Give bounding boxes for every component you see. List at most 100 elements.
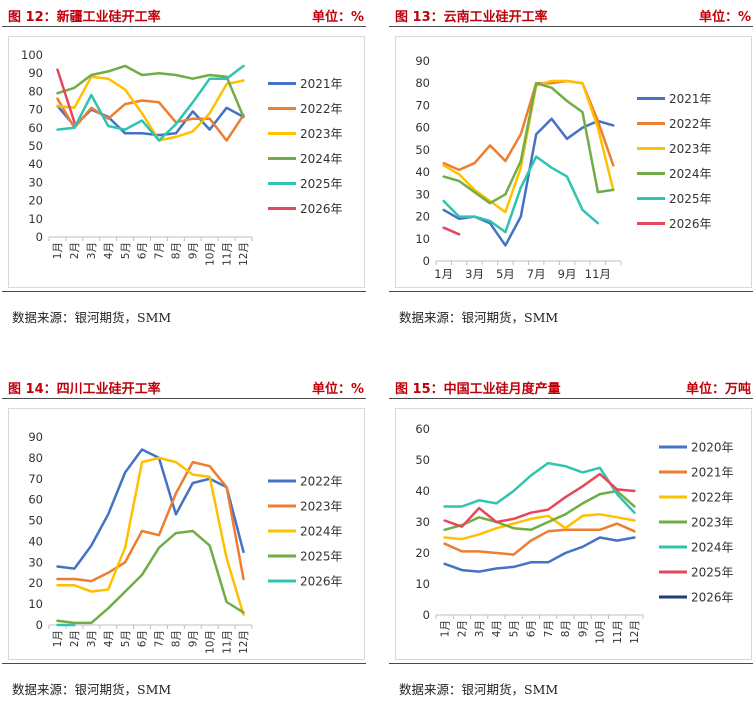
x-tick-label: 12月 bbox=[238, 242, 250, 266]
source-note: 数据来源：银河期货，SMM bbox=[12, 310, 172, 325]
chart-title: 图 14：四川工业硅开工率 bbox=[8, 382, 161, 397]
x-tick-label: 11月 bbox=[221, 242, 233, 266]
source-note: 数据来源：银河期货，SMM bbox=[399, 310, 559, 325]
chart-panel-china-output: 图 15：中国工业硅月度产量 单位：万吨 0 10 20 30 40 50 60 1月 2月 3月… bbox=[389, 372, 753, 712]
chart-panel-sichuan: 图 14：四川工业硅开工率 单位：% 0 10 20 30 40 50 60 70 80 90 1月… bbox=[2, 372, 366, 712]
x-tick-label: 12月 bbox=[238, 630, 250, 654]
chart-frame: 0 10 20 30 40 50 60 70 80 90 100 1月 2月 3月 4月 5月 6月 7月 8月 9月… bbox=[8, 36, 365, 288]
x-tick-label: 4月 bbox=[103, 630, 115, 647]
y-tick-label: 90 bbox=[415, 54, 430, 68]
x-tick-label: 5月 bbox=[496, 267, 515, 281]
series-line bbox=[442, 81, 615, 205]
y-tick-label: 10 bbox=[28, 597, 43, 611]
series-line bbox=[442, 226, 461, 236]
series-line bbox=[56, 460, 245, 583]
series-line bbox=[56, 68, 76, 124]
y-tick-label: 20 bbox=[415, 546, 430, 560]
y-tick-label: 0 bbox=[423, 608, 430, 622]
x-tick-label: 9月 bbox=[558, 267, 577, 281]
series-line bbox=[443, 461, 636, 514]
series-line bbox=[56, 456, 245, 616]
y-tick-label: 30 bbox=[28, 555, 43, 569]
line-chart-china-output: 0 10 20 30 40 50 60 1月 2月 3月 4月 5月 6月 7月 8月 9月 10月 11月 12月… bbox=[415, 422, 734, 644]
x-tick-label: 10月 bbox=[204, 630, 216, 654]
x-tick-label: 7月 bbox=[154, 630, 166, 647]
y-tick-label: 80 bbox=[415, 76, 430, 90]
source-note: 数据来源：银河期货，SMM bbox=[399, 682, 559, 697]
y-tick-label: 0 bbox=[36, 618, 43, 632]
legend-label: 2024年 bbox=[300, 525, 343, 539]
y-tick-label: 80 bbox=[28, 84, 43, 98]
series-line bbox=[56, 75, 245, 142]
x-tick-label: 7月 bbox=[527, 267, 546, 281]
series-line bbox=[443, 522, 636, 556]
series-line bbox=[56, 448, 245, 570]
x-tick-label: 3月 bbox=[86, 242, 98, 259]
legend-label: 2025年 bbox=[300, 177, 343, 191]
x-tick-label: 2月 bbox=[457, 620, 469, 637]
y-tick-label: 100 bbox=[21, 48, 43, 62]
series-line bbox=[56, 529, 245, 625]
chart-unit: 单位：% bbox=[311, 382, 364, 397]
x-tick-label: 11月 bbox=[612, 620, 624, 644]
y-tick-label: 60 bbox=[415, 422, 430, 436]
chart-panel-yunnan: 图 13：云南工业硅开工率 单位：% 0 10 20 30 40 50 60 70 80 90 1月… bbox=[389, 0, 753, 340]
legend-label: 2022年 bbox=[691, 491, 734, 505]
y-tick-label: 50 bbox=[415, 453, 430, 467]
legend-label: 2024年 bbox=[300, 152, 343, 166]
y-tick-label: 30 bbox=[28, 175, 43, 189]
legend-label: 2026年 bbox=[691, 591, 734, 605]
x-tick-label: 1月 bbox=[52, 630, 64, 647]
legend-label: 2023年 bbox=[300, 500, 343, 514]
y-tick-label: 60 bbox=[415, 121, 430, 135]
y-tick-label: 60 bbox=[28, 121, 43, 135]
x-tick-label: 7月 bbox=[154, 242, 166, 259]
x-tick-label: 9月 bbox=[187, 630, 199, 647]
legend-label: 2025年 bbox=[669, 192, 712, 206]
x-tick-label: 6月 bbox=[137, 242, 149, 259]
legend-label: 2023年 bbox=[691, 516, 734, 530]
footer-divider bbox=[389, 663, 753, 664]
x-tick-label: 12月 bbox=[629, 620, 641, 644]
y-tick-label: 40 bbox=[28, 157, 43, 171]
legend-label: 2023年 bbox=[669, 142, 712, 156]
footer-divider bbox=[2, 291, 366, 292]
y-tick-label: 20 bbox=[415, 210, 430, 224]
y-tick-label: 40 bbox=[415, 165, 430, 179]
series-line bbox=[56, 97, 245, 142]
footer-divider bbox=[2, 663, 366, 664]
x-tick-label: 3月 bbox=[86, 630, 98, 647]
x-tick-label: 5月 bbox=[120, 242, 132, 259]
y-tick-label: 70 bbox=[415, 98, 430, 112]
legend-label: 2021年 bbox=[691, 466, 734, 480]
x-tick-label: 1月 bbox=[439, 620, 451, 637]
chart-unit: 单位：% bbox=[311, 10, 364, 25]
chart-frame: 0 10 20 30 40 50 60 70 80 90 1月 3月 5月 7月 9月 11月 2021年 202… bbox=[395, 36, 752, 288]
x-tick-label: 2月 bbox=[69, 242, 81, 259]
y-tick-label: 20 bbox=[28, 576, 43, 590]
x-tick-label: 11月 bbox=[585, 267, 611, 281]
y-tick-label: 90 bbox=[28, 66, 43, 80]
source-note: 数据来源：银河期货，SMM bbox=[12, 682, 172, 697]
chart-unit: 单位：% bbox=[698, 10, 751, 25]
chart-frame: 0 10 20 30 40 50 60 70 80 90 1月 2月 3月 4月 5月 6月 7月 8月 9月 10月… bbox=[8, 408, 365, 660]
x-tick-label: 8月 bbox=[171, 242, 183, 259]
y-tick-label: 70 bbox=[28, 103, 43, 117]
series-line bbox=[56, 64, 245, 119]
y-tick-label: 70 bbox=[28, 472, 43, 486]
line-chart-xinjiang: 0 10 20 30 40 50 60 70 80 90 100 1月 2月 3月 4月 5月 6月 7月 8月 9月… bbox=[21, 48, 343, 266]
x-tick-label: 8月 bbox=[171, 630, 183, 647]
chart-frame: 0 10 20 30 40 50 60 1月 2月 3月 4月 5月 6月 7月 8月 9月 10月 11月 12月… bbox=[395, 408, 752, 660]
series-line bbox=[443, 489, 636, 532]
series-line bbox=[56, 64, 245, 142]
x-tick-label: 6月 bbox=[137, 630, 149, 647]
x-tick-label: 8月 bbox=[560, 620, 572, 637]
panel-title-bar: 图 14：四川工业硅开工率 单位：% bbox=[2, 372, 366, 399]
line-chart-yunnan: 0 10 20 30 40 50 60 70 80 90 1月 3月 5月 7月 9月 11月 2021年 202… bbox=[415, 54, 712, 281]
chart-unit: 单位：万吨 bbox=[685, 382, 751, 397]
panel-title-bar: 图 12：新疆工业硅开工率 单位：% bbox=[2, 0, 366, 27]
legend-label: 2022年 bbox=[300, 475, 343, 489]
x-tick-label: 1月 bbox=[52, 242, 64, 259]
legend-label: 2022年 bbox=[669, 117, 712, 131]
y-tick-label: 30 bbox=[415, 187, 430, 201]
